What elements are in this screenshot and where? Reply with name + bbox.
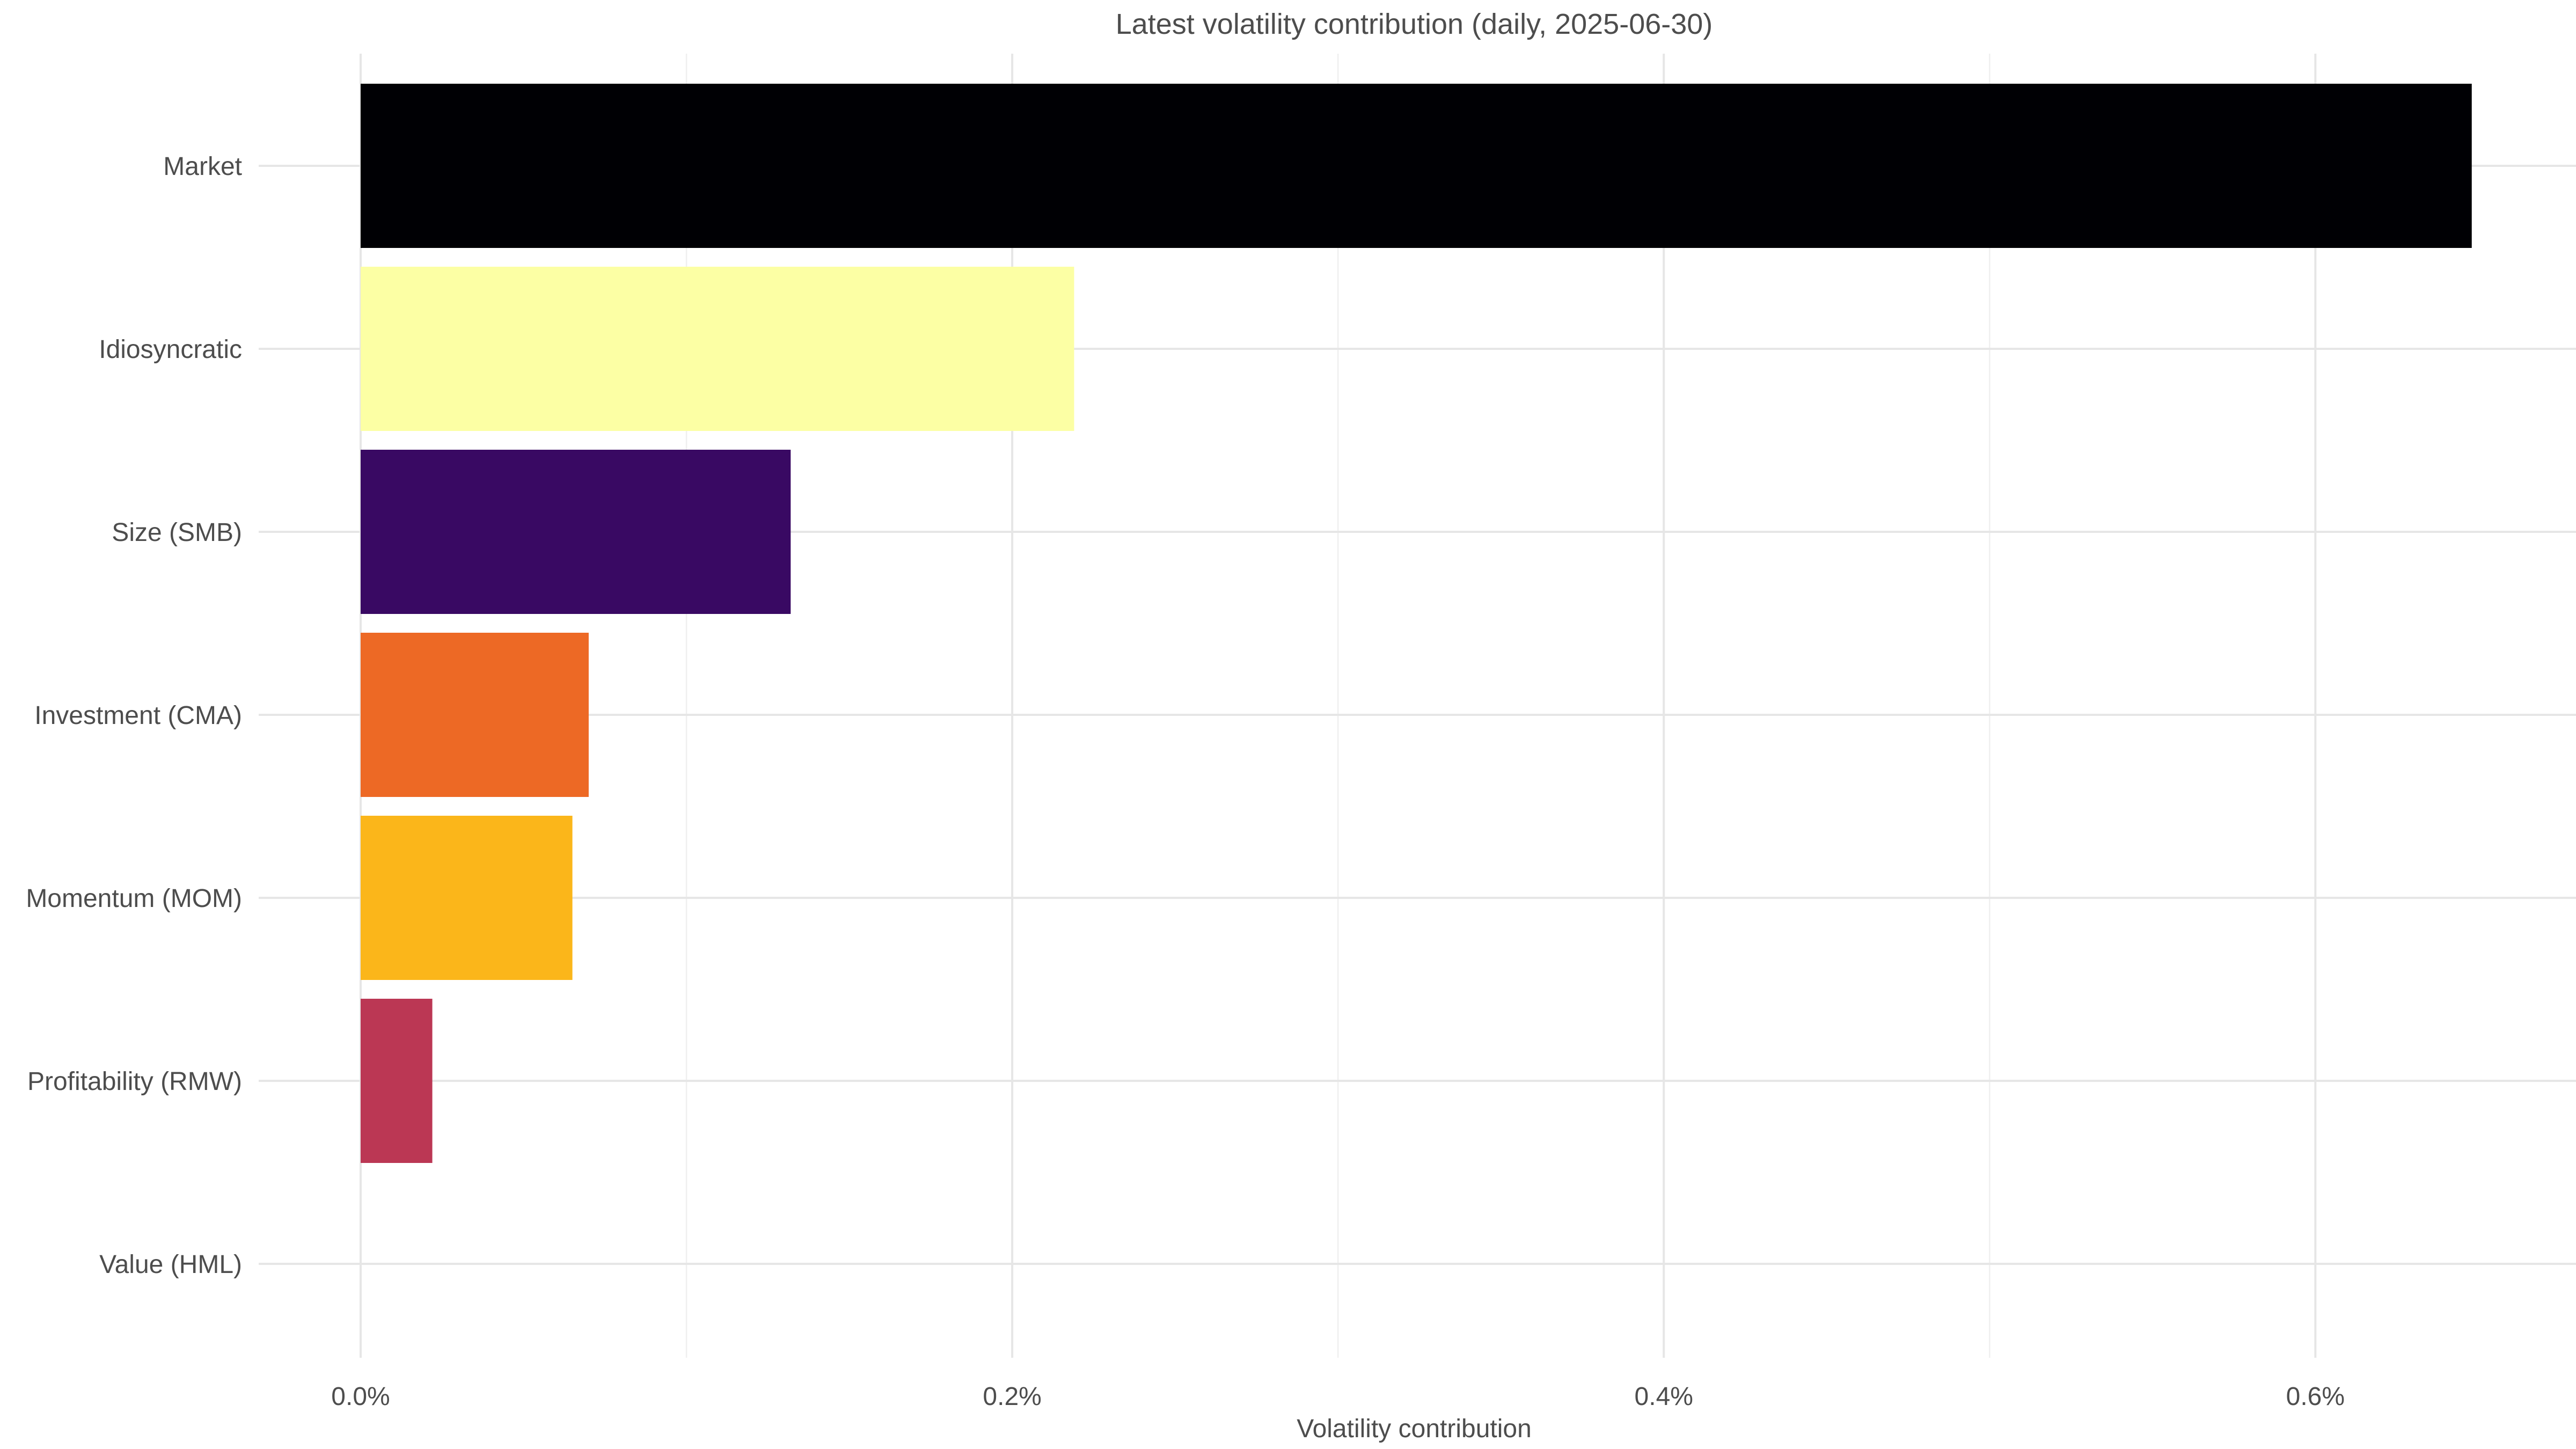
bar-market [361,84,2472,248]
chart-title: Latest volatility contribution (daily, 2… [1116,8,1713,40]
y-tick-label: Momentum (MOM) [26,884,242,913]
y-tick-label: Size (SMB) [112,518,242,547]
x-tick-label: 0.2% [983,1382,1041,1411]
bar-momentum-mom [361,816,573,980]
bar-profitability-rmw [361,999,433,1163]
y-tick-label: Profitability (RMW) [27,1067,242,1096]
y-tick-label: Market [163,152,242,181]
x-tick-label: 0.6% [2286,1382,2345,1411]
bar-investment-cma [361,633,589,797]
x-tick-label: 0.4% [1635,1382,1693,1411]
y-axis-tick-labels: Market Idiosyncratic Size (SMB) Investment … [26,152,242,1279]
x-tick-label: 0.0% [331,1382,390,1411]
x-axis-title: Volatility contribution [1297,1415,1532,1443]
y-tick-label: Value (HML) [99,1250,242,1279]
grid-lines [259,54,2576,1358]
x-axis-tick-labels: 0.0% 0.2% 0.4% 0.6% [331,1382,2345,1411]
bar-size-smb [361,450,791,614]
y-tick-label: Investment (CMA) [34,701,242,730]
y-tick-label: Idiosyncratic [99,335,242,364]
bars [361,84,2472,1163]
bar-idiosyncratic [361,267,1074,431]
